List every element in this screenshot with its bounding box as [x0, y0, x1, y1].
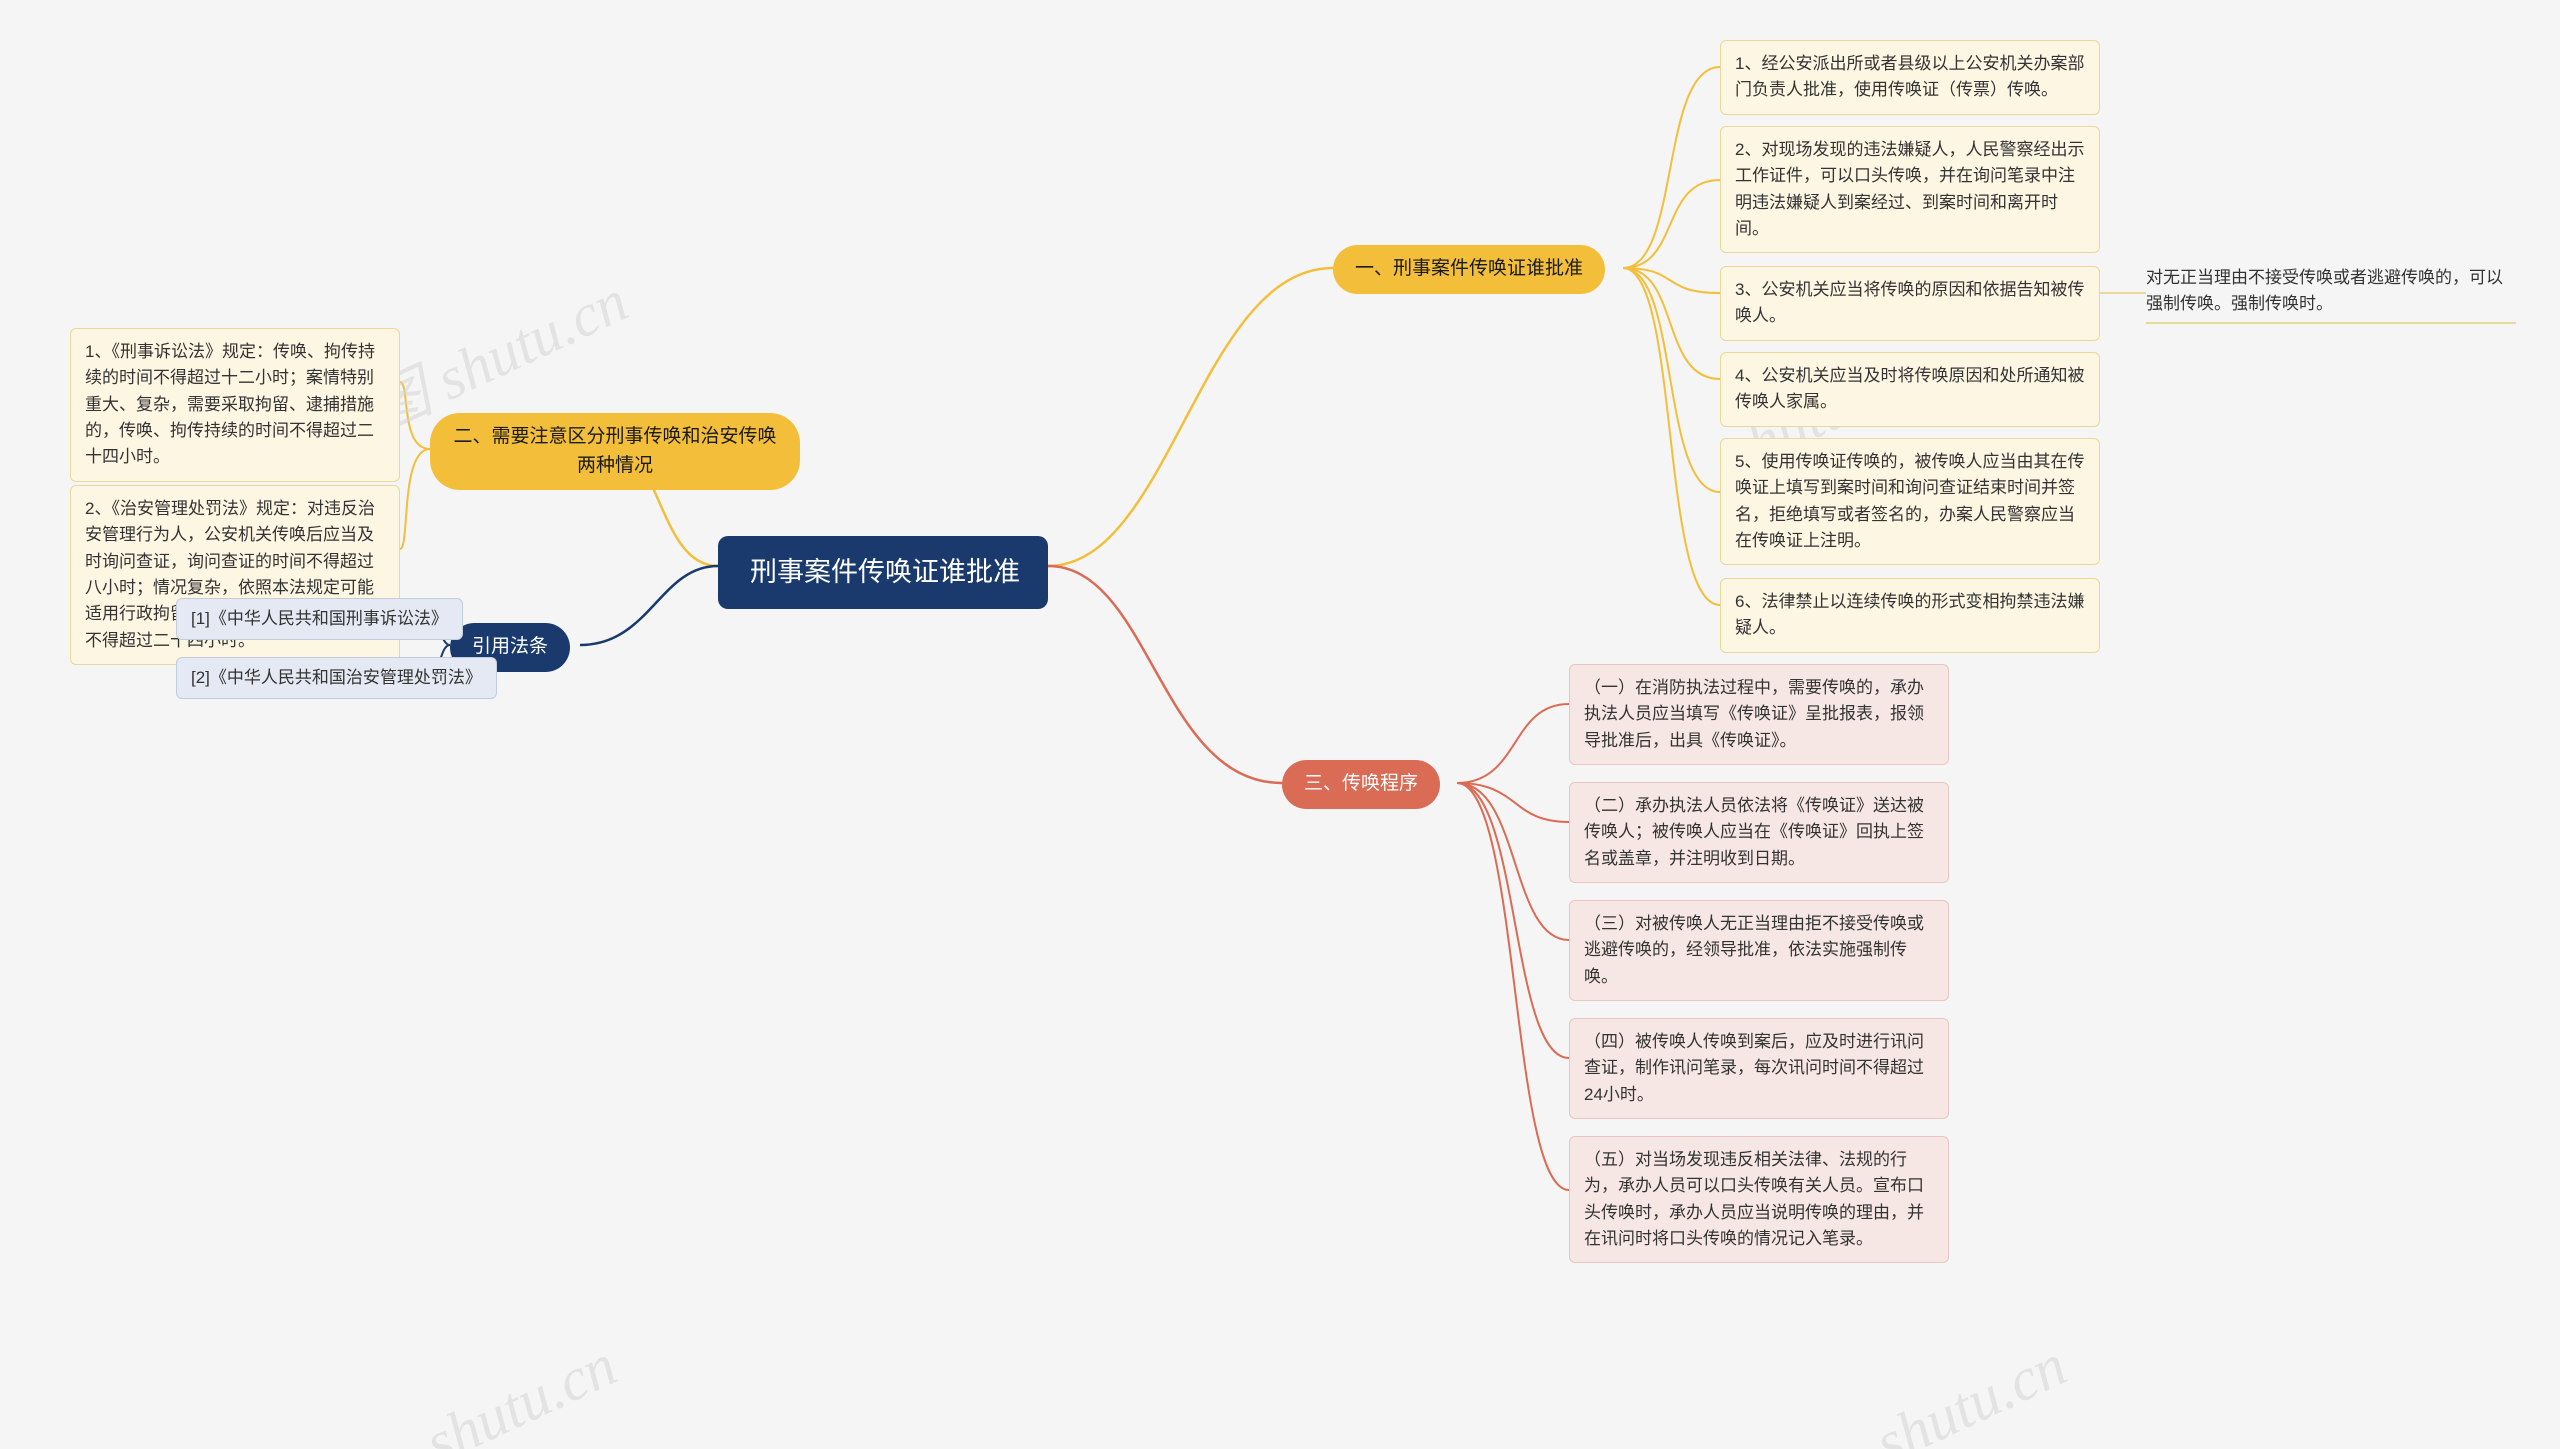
branch-c-leaf-1[interactable]: （一）在消防执法过程中，需要传唤的，承办执法人员应当填写《传唤证》呈批报表，报领…: [1569, 664, 1949, 765]
branch-a-leaf-6[interactable]: 6、法律禁止以连续传唤的形式变相拘禁违法嫌疑人。: [1720, 578, 2100, 653]
branch-b-node[interactable]: 二、需要注意区分刑事传唤和治安传唤两种情况: [430, 413, 800, 490]
branch-a-leaf-1[interactable]: 1、经公安派出所或者县级以上公安机关办案部门负责人批准，使用传唤证（传票）传唤。: [1720, 40, 2100, 115]
branch-a-leaf-5[interactable]: 5、使用传唤证传唤的，被传唤人应当由其在传唤证上填写到案时间和询问查证结束时间并…: [1720, 438, 2100, 565]
connector-layer: [0, 0, 2560, 1449]
branch-c-leaf-2[interactable]: （二）承办执法人员依法将《传唤证》送达被传唤人；被传唤人应当在《传唤证》回执上签…: [1569, 782, 1949, 883]
watermark: shutu.cn: [415, 1331, 627, 1449]
root-node[interactable]: 刑事案件传唤证谁批准: [718, 536, 1048, 609]
branch-c-leaf-5[interactable]: （五）对当场发现违反相关法律、法规的行为，承办人员可以口头传唤有关人员。宣布口头…: [1569, 1136, 1949, 1263]
branch-c-node[interactable]: 三、传唤程序: [1282, 760, 1440, 809]
branch-d-leaf-2[interactable]: [2]《中华人民共和国治安管理处罚法》: [176, 657, 497, 699]
branch-d-leaf-1[interactable]: [1]《中华人民共和国刑事诉讼法》: [176, 598, 463, 640]
branch-a-sidenote: 对无正当理由不接受传唤或者逃避传唤的，可以强制传唤。强制传唤时。: [2146, 265, 2516, 324]
branch-c-leaf-3[interactable]: （三）对被传唤人无正当理由拒不接受传唤或逃避传唤的，经领导批准，依法实施强制传唤…: [1569, 900, 1949, 1001]
branch-b-leaf-1[interactable]: 1、《刑事诉讼法》规定：传唤、拘传持续的时间不得超过十二小时；案情特别重大、复杂…: [70, 328, 400, 482]
branch-a-leaf-4[interactable]: 4、公安机关应当及时将传唤原因和处所通知被传唤人家属。: [1720, 352, 2100, 427]
branch-a-node[interactable]: 一、刑事案件传唤证谁批准: [1333, 245, 1605, 294]
branch-a-leaf-3[interactable]: 3、公安机关应当将传唤的原因和依据告知被传唤人。: [1720, 266, 2100, 341]
branch-a-leaf-2[interactable]: 2、对现场发现的违法嫌疑人，人民警察经出示工作证件，可以口头传唤，并在询问笔录中…: [1720, 126, 2100, 253]
mindmap-canvas: { "root": { "label": "刑事案件传唤证谁批准" }, "br…: [0, 0, 2560, 1449]
watermark: shutu.cn: [1865, 1331, 2077, 1449]
branch-c-leaf-4[interactable]: （四）被传唤人传唤到案后，应及时进行讯问查证，制作讯问笔录，每次讯问时间不得超过…: [1569, 1018, 1949, 1119]
